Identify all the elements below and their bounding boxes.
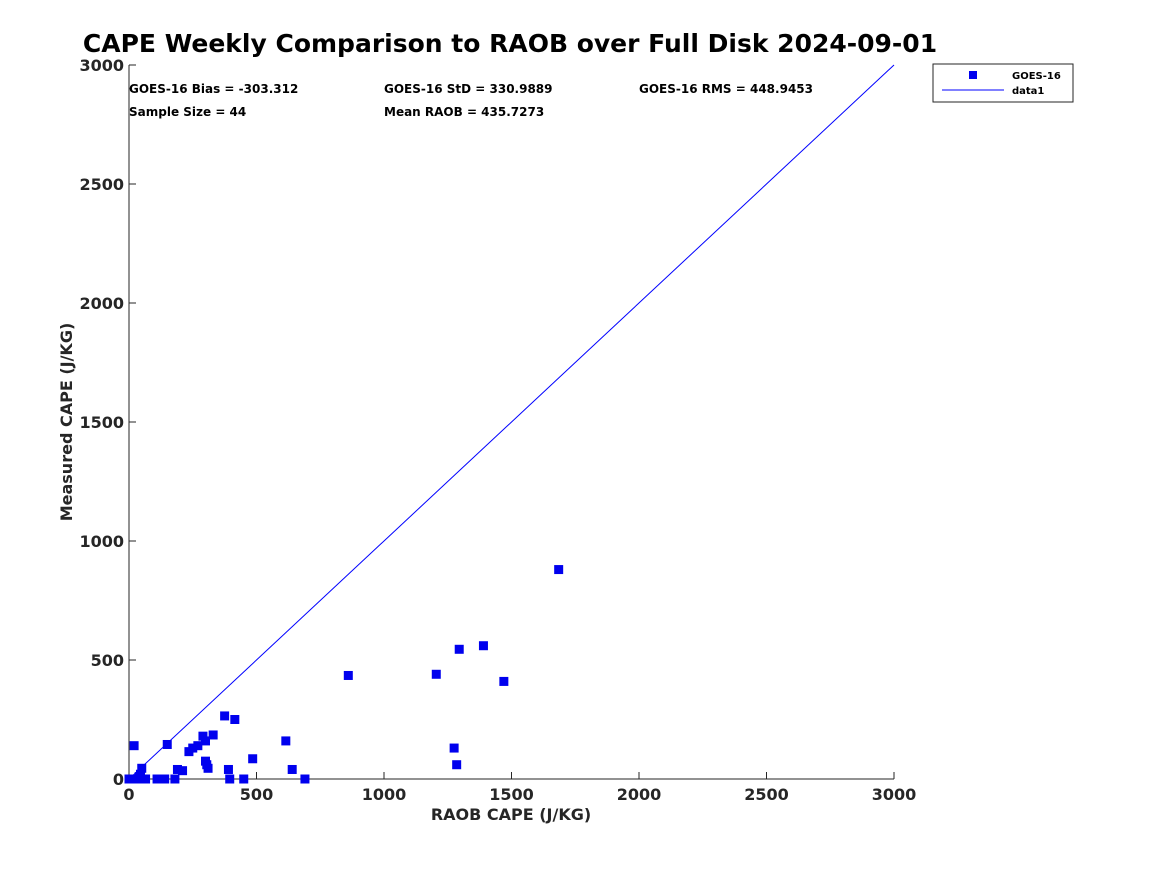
scatter-point	[178, 766, 188, 776]
legend-label-goes16: GOES-16	[1012, 71, 1061, 82]
scatter-point	[449, 743, 459, 753]
stats-block: GOES-16 Bias = -303.312 GOES-16 StD = 33…	[129, 82, 813, 119]
y-tick-label: 3000	[79, 56, 124, 75]
scatter-point	[225, 774, 235, 784]
scatter-point	[454, 644, 464, 654]
scatter-point	[248, 754, 258, 764]
scatter-point	[137, 763, 147, 773]
legend-box	[932, 63, 1074, 103]
x-tick-label: 1500	[489, 785, 534, 804]
mean-raob-stat: Mean RAOB = 435.7273	[384, 105, 544, 119]
y-tick-label: 1500	[79, 413, 124, 432]
scatter-point	[452, 760, 462, 770]
x-axis-label: RAOB CAPE (J/KG)	[431, 805, 591, 824]
scatter-point	[198, 731, 208, 741]
scatter-point	[201, 736, 210, 746]
scatter-point	[135, 769, 145, 779]
scatter-point	[170, 774, 180, 784]
y-tick-label: 2500	[79, 175, 124, 194]
scatter-point	[478, 641, 488, 651]
scatter-point	[499, 676, 509, 686]
scatter-point	[343, 670, 353, 680]
scatter-point	[287, 764, 297, 774]
scatter-point	[172, 764, 182, 774]
scatter-point	[188, 743, 198, 753]
scatter-point	[129, 741, 139, 751]
scatter-point	[431, 669, 441, 679]
scatter-point	[223, 764, 233, 774]
std-stat: GOES-16 StD = 330.9889	[384, 82, 553, 96]
y-tick-label: 1000	[79, 532, 124, 551]
bias-stat: GOES-16 Bias = -303.312	[129, 82, 298, 96]
y-tick-label: 2000	[79, 294, 124, 313]
legend: GOES-16 data1	[932, 63, 1074, 103]
scatter-point	[208, 730, 218, 740]
x-tick-label: 1000	[362, 785, 407, 804]
chart-title: CAPE Weekly Comparison to RAOB over Full…	[83, 29, 937, 58]
sample-size-stat: Sample Size = 44	[129, 105, 246, 119]
scatter-point	[220, 711, 230, 721]
reference-line-data1	[128, 64, 895, 780]
scatter-point	[300, 774, 310, 784]
scatter-point	[156, 774, 166, 784]
scatter-point	[554, 565, 564, 575]
scatter-point	[230, 715, 240, 724]
y-ticks: 0 500 1000 1500 2000 2500 3000	[79, 56, 136, 789]
plot-area	[124, 64, 895, 784]
x-tick-label: 2500	[744, 785, 789, 804]
scatter-point	[193, 741, 203, 751]
x-tick-label: 2000	[617, 785, 662, 804]
x-tick-label: 500	[240, 785, 273, 804]
scatter-point	[281, 736, 291, 746]
legend-label-data1: data1	[1012, 86, 1044, 97]
scatter-point	[139, 774, 149, 784]
y-tick-label: 500	[91, 651, 124, 670]
scatter-point	[239, 774, 249, 784]
scatter-point	[162, 739, 172, 749]
legend-marker-goes16	[969, 71, 977, 79]
y-tick-label: 0	[113, 770, 124, 789]
scatter-point	[203, 763, 213, 773]
x-tick-label: 3000	[872, 785, 917, 804]
x-ticks: 0 500 1000 1500 2000 2500 3000	[123, 772, 916, 804]
rms-stat: GOES-16 RMS = 448.9453	[639, 82, 813, 96]
x-tick-label: 0	[123, 785, 134, 804]
y-axis-label: Measured CAPE (J/KG)	[57, 323, 76, 522]
